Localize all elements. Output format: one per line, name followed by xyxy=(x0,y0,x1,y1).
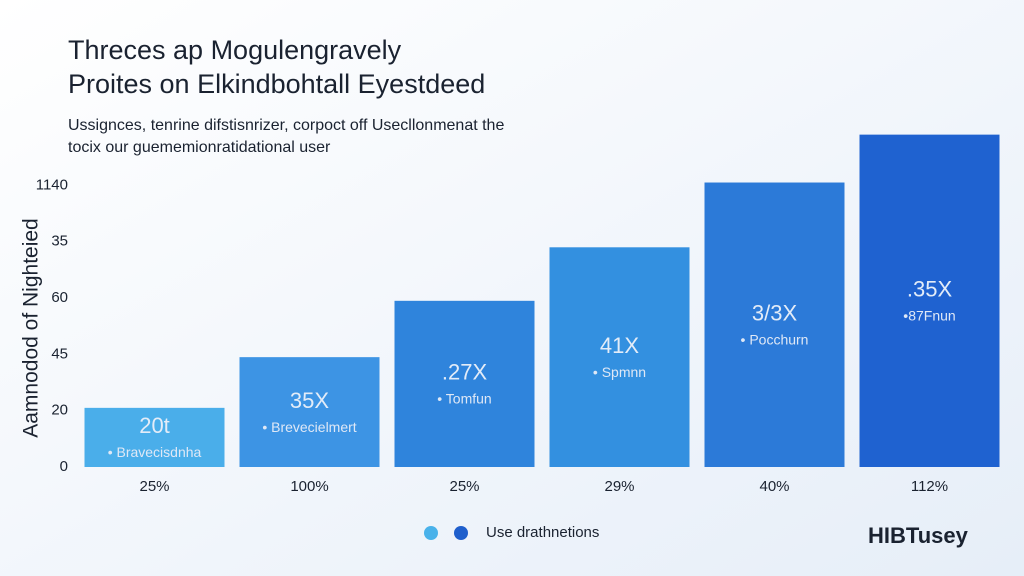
y-tick-label: 60 xyxy=(51,289,68,306)
legend-label: Use drathnetions xyxy=(486,524,599,541)
chart-subtitle: tocix our guememionratidational user xyxy=(68,139,331,156)
bar-label: .27X xyxy=(442,360,488,385)
brand: HIBTusey xyxy=(868,523,969,548)
bar-sublabel: • Spmnn xyxy=(593,364,646,380)
legend-swatch xyxy=(424,526,438,540)
chart-title: Threces ap Mogulengravely xyxy=(68,35,402,65)
y-tick-label: 45 xyxy=(51,345,68,362)
bar-label: 3/3X xyxy=(752,301,798,326)
bar-label: 35X xyxy=(290,388,329,413)
x-tick-label: 29% xyxy=(604,478,634,495)
bar xyxy=(84,407,225,467)
bar-label: .35X xyxy=(907,277,953,302)
y-tick-label: 0 xyxy=(60,458,68,475)
x-tick-label: 100% xyxy=(290,478,328,495)
y-tick-label: 35 xyxy=(51,233,68,250)
bar-label: 41X xyxy=(600,333,639,358)
bar xyxy=(859,134,1000,467)
bar-sublabel: • Brevecielmert xyxy=(262,419,356,435)
x-tick-label: 112% xyxy=(911,478,948,495)
bar xyxy=(239,357,380,467)
bar-sublabel: •87Fnun xyxy=(903,308,955,324)
bar-sublabel: • Bravecisdnha xyxy=(108,444,202,460)
y-tick-label: 1140 xyxy=(36,176,68,193)
y-tick-label: 20 xyxy=(51,402,68,419)
bar xyxy=(704,182,845,467)
chart-subtitle: Ussignces, tenrine difstisnrizer, corpoc… xyxy=(68,117,504,134)
x-tick-label: 25% xyxy=(449,478,479,495)
bar xyxy=(549,247,690,467)
x-tick-label: 40% xyxy=(759,478,789,495)
bar-sublabel: • Pocchurn xyxy=(741,331,809,347)
bar-sublabel: • Tomfun xyxy=(437,391,491,407)
x-tick-label: 25% xyxy=(139,478,169,495)
y-axis-label: Aamnodod of Nighteied xyxy=(20,218,43,438)
bar xyxy=(394,300,535,467)
chart-title: Proites on Elkindbohtall Eyestdeed xyxy=(68,69,485,99)
bar-label: 20t xyxy=(139,413,170,438)
legend-swatch xyxy=(454,526,468,540)
